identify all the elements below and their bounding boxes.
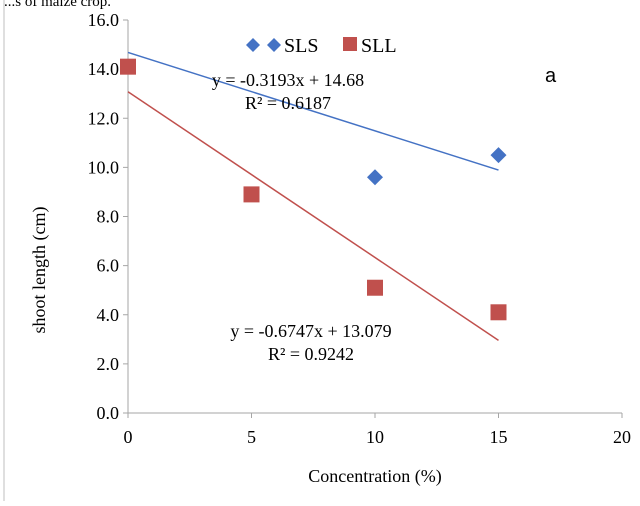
data-point-sls [490, 147, 507, 164]
y-tick-label: 12.0 [88, 108, 120, 128]
x-axis-title: Concentration (%) [308, 466, 441, 487]
data-point-sll [367, 279, 383, 296]
trendline-r2-sls: R² = 0.6187 [245, 93, 331, 113]
trendline-equation-sll: y = -0.6747x + 13.079 [230, 321, 391, 341]
trendline-r2-sll: R² = 0.9242 [268, 344, 354, 364]
data-point-sll [490, 304, 507, 321]
x-tick-label: 15 [490, 427, 508, 447]
y-tick-label: 6.0 [97, 256, 120, 276]
plot-area: 0.0 2.0 4.0 6.0 8.0 10.0 12.0 14.0 16.0 0 5 10 15 20 y… [88, 10, 632, 447]
x-tick-label: 20 [613, 427, 631, 447]
data-point-sll [120, 58, 136, 75]
legend-marker-sll [343, 37, 357, 51]
y-tick-label: 10.0 [88, 157, 120, 177]
legend-marker-sls [267, 38, 281, 52]
panel-label: a [545, 65, 557, 87]
legend-label-sll: SLL [361, 35, 397, 57]
x-tick-label: 10 [366, 427, 384, 447]
y-tick-label: 0.0 [97, 403, 120, 423]
y-tick-label: 4.0 [97, 305, 120, 325]
caption-fragment: ...s of maize crop. [4, 0, 111, 10]
x-tick-label: 0 [124, 427, 133, 447]
legend-marker-sls [246, 38, 260, 52]
data-point-sll [243, 186, 260, 203]
y-tick-label: 14.0 [88, 59, 120, 79]
trendline-sll [127, 91, 499, 341]
x-tick-label: 5 [247, 427, 256, 447]
y-axis-title: shoot length (cm) [29, 207, 50, 334]
data-point-sls [367, 169, 383, 186]
y-tick-label: 16.0 [88, 10, 120, 30]
legend-label-sls: SLS [284, 35, 318, 57]
y-tick-label: 8.0 [97, 207, 120, 227]
trendline-equation-sls: y = -0.3193x + 14.68 [212, 70, 364, 90]
y-tick-label: 2.0 [97, 354, 120, 374]
trendline-sls [127, 51, 499, 171]
